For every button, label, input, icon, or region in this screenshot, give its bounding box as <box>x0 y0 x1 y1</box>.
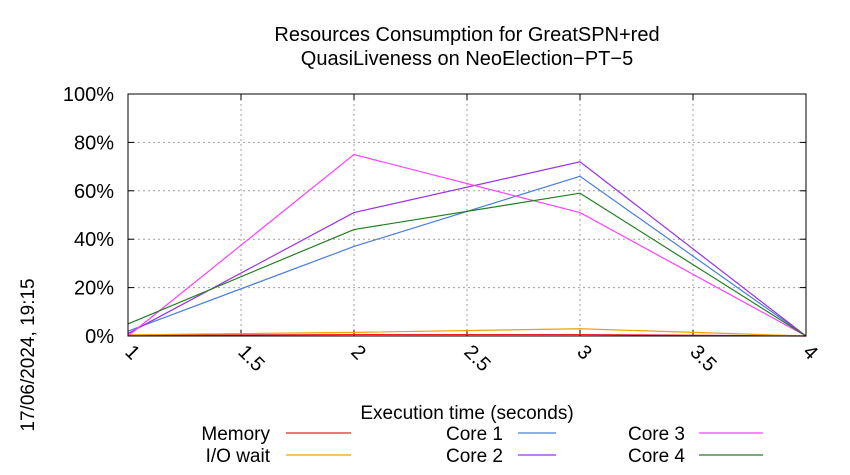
chart-title-line2: QuasiLiveness on NeoElection−PT−5 <box>301 48 633 70</box>
y-tick-label: 40% <box>74 229 114 251</box>
y-tick-label: 20% <box>74 278 114 300</box>
x-axis-label: Execution time (seconds) <box>360 403 573 424</box>
legend-label-core-1: Core 1 <box>446 424 503 445</box>
series-line-core-3 <box>127 153 807 337</box>
series-line-core-2 <box>127 161 807 337</box>
y-tick-label: 100% <box>63 84 114 106</box>
y-tick-label: 60% <box>74 181 114 203</box>
series-line-memory <box>127 333 807 337</box>
x-tick-label: 3.5 <box>685 341 720 376</box>
y-axis-ticks: 0% 20% 40% 60% 80% 100% <box>63 84 806 348</box>
legend-label-core-2: Core 2 <box>446 446 503 467</box>
x-tick-label: 2 <box>346 341 369 364</box>
x-tick-label: 3 <box>572 341 595 364</box>
x-tick-label: 2.5 <box>459 341 494 376</box>
legend-label-memory: Memory <box>201 424 270 445</box>
series-line-core-4 <box>127 192 807 337</box>
y-tick-label: 0% <box>85 326 114 348</box>
x-tick-label: 4 <box>798 341 821 364</box>
series-lines <box>127 153 807 337</box>
chart-title-line1: Resources Consumption for GreatSPN+red <box>274 24 659 46</box>
x-tick-label: 1 <box>120 341 143 364</box>
legend-label-core-3: Core 3 <box>628 424 685 445</box>
legend-label-core-4: Core 4 <box>628 446 685 467</box>
series-line-i-o-wait <box>127 328 807 337</box>
x-tick-label: 1.5 <box>233 341 268 376</box>
y-tick-label: 80% <box>74 132 114 154</box>
timestamp-label: 17/06/2024, 19:15 <box>18 278 39 431</box>
grid <box>128 94 806 336</box>
plot-frame <box>127 93 807 337</box>
legend-label-i-o-wait: I/O wait <box>206 446 271 467</box>
